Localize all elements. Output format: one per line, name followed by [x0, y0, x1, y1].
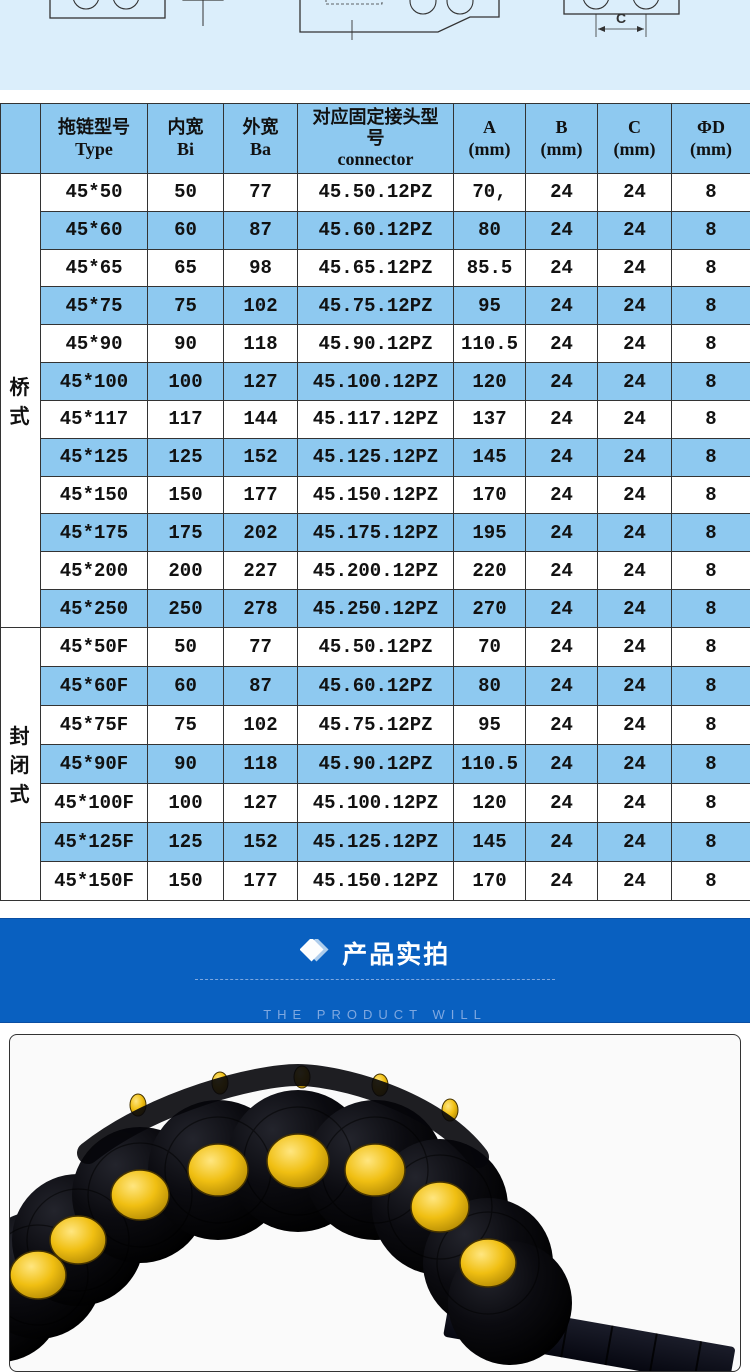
svg-text:C: C [616, 10, 626, 26]
